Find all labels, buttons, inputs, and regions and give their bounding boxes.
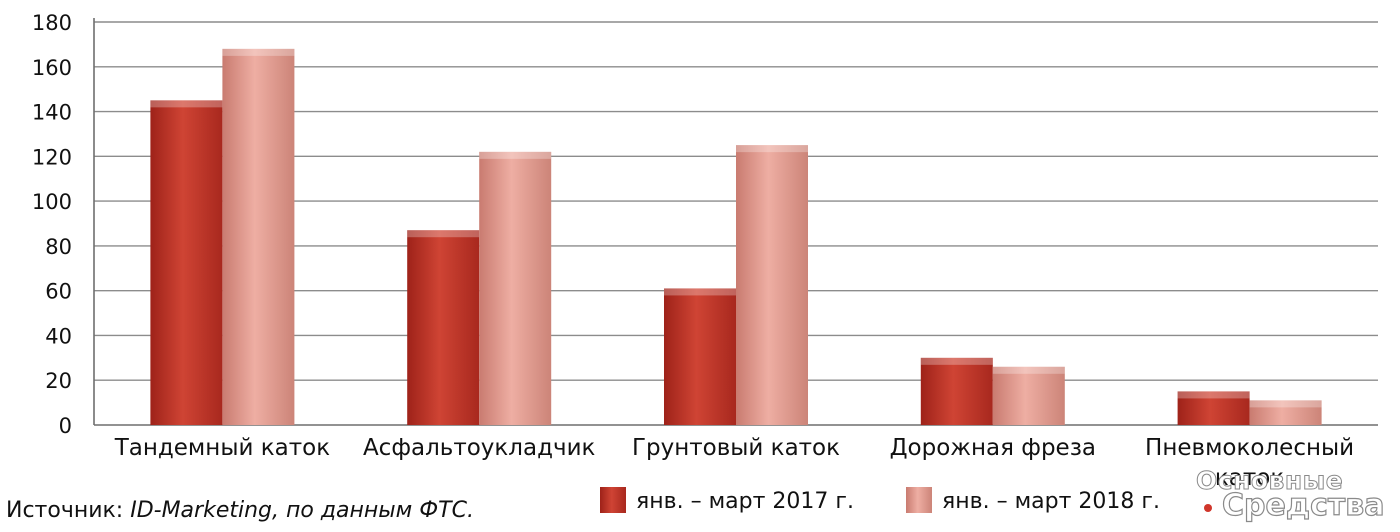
bar-bevel (407, 230, 480, 238)
category-labels: Тандемный каток Асфальтоукладчик Грунтовый… (114, 435, 1354, 491)
bar-body (150, 100, 223, 425)
category-label-line: Пневмоколесный (1145, 435, 1354, 461)
legend-swatch (600, 487, 626, 513)
y-tick-label: 80 (45, 235, 72, 259)
bar-bevel (664, 288, 736, 296)
y-tick-labels: 0 20 40 60 80 100 120 140 160 180 (32, 11, 72, 438)
bar (736, 145, 808, 425)
y-tick-label: 40 (45, 324, 72, 348)
logo-line2: Средства (1221, 487, 1385, 523)
y-tick-label: 0 (59, 414, 72, 438)
bar-bevel (1177, 391, 1250, 399)
logo-line1: Основные (1195, 466, 1344, 496)
bar (920, 357, 993, 425)
bar-body (664, 288, 736, 425)
bar (407, 230, 480, 425)
bar-bevel (222, 48, 295, 56)
bar-bevel (920, 357, 993, 365)
publisher-logo: Основные Средства (1195, 466, 1386, 528)
bar-bevel (1249, 400, 1322, 408)
legend-swatch (906, 487, 932, 513)
y-tick-label: 20 (45, 369, 72, 393)
bar-body (479, 151, 552, 425)
y-tick-label: 100 (32, 190, 72, 214)
bar-body (1177, 391, 1250, 425)
bar-body (992, 366, 1065, 425)
source-prefix: Источник: (6, 498, 131, 523)
bar-body (736, 145, 808, 425)
y-tick-label: 160 (32, 56, 72, 80)
bar-bevel (736, 145, 808, 153)
source-text: ID-Marketing, по данным ФТС. (130, 498, 474, 523)
bar-bevel (150, 100, 223, 108)
bar (222, 48, 295, 425)
legend-label: янв. – март 2018 г. (942, 489, 1160, 514)
bar-body (222, 48, 295, 425)
source-note: Источник: ID-Marketing, по данным ФТС. (6, 498, 474, 523)
bar (479, 151, 552, 425)
y-tick-label: 60 (45, 280, 72, 304)
category-label: Тандемный каток (114, 435, 330, 461)
y-tick-label: 120 (32, 145, 72, 169)
category-label: Пневмоколесный каток (1145, 435, 1354, 491)
legend: янв. – март 2017 г. янв. – март 2018 г. (600, 487, 1160, 514)
bar-body (1249, 400, 1322, 425)
bar (992, 366, 1065, 425)
bar-bevel (992, 366, 1065, 374)
y-tick-label: 140 (32, 101, 72, 125)
bar-body (920, 357, 993, 425)
category-label: Асфальтоукладчик (363, 435, 596, 461)
bar (1177, 391, 1250, 425)
category-label: Грунтовый каток (632, 435, 840, 461)
category-label-line: каток (1215, 465, 1284, 491)
bars (150, 48, 1322, 425)
bar (664, 288, 736, 425)
bar-body (407, 230, 480, 425)
bar (150, 100, 223, 425)
category-label: Дорожная фреза (890, 435, 1096, 461)
legend-label: янв. – март 2017 г. (636, 489, 854, 514)
logo-dot-icon (1204, 504, 1212, 512)
bar-bevel (479, 151, 552, 159)
bar (1249, 400, 1322, 425)
y-tick-label: 180 (32, 11, 72, 35)
